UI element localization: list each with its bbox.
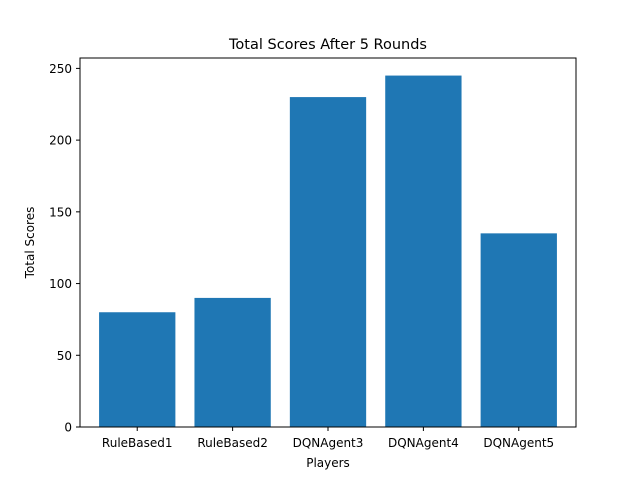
y-ticks: 0 50 100 150 200 250 — [49, 62, 80, 435]
chart-title: Total Scores After 5 Rounds — [228, 37, 427, 53]
bar-rulebased2 — [194, 297, 271, 427]
bar-rulebased1 — [99, 312, 176, 427]
x-tick-label: DQNAgent4 — [388, 436, 459, 450]
y-tick-label: 0 — [64, 421, 72, 435]
bar-dqnagent3 — [289, 97, 367, 427]
x-tick-label: DQNAgent3 — [293, 436, 364, 450]
bars-layer — [99, 75, 557, 428]
y-tick-label: 100 — [49, 277, 72, 291]
y-tick-label: 250 — [49, 62, 72, 76]
y-tick-label: 200 — [49, 134, 72, 148]
bar-dqnagent5 — [480, 233, 557, 427]
x-axis-label: Players — [306, 456, 350, 470]
x-ticks: RuleBased1 RuleBased2 DQNAgent3 DQNAgent4 DQ… — [102, 427, 554, 450]
x-tick-label: DQNAgent5 — [483, 436, 554, 450]
y-axis-label: Total Scores — [23, 207, 37, 280]
x-tick-label: RuleBased1 — [102, 436, 173, 450]
x-tick-label: RuleBased2 — [197, 436, 268, 450]
bar-dqnagent4 — [385, 75, 462, 428]
y-tick-label: 50 — [57, 349, 72, 363]
y-tick-label: 150 — [49, 205, 72, 219]
